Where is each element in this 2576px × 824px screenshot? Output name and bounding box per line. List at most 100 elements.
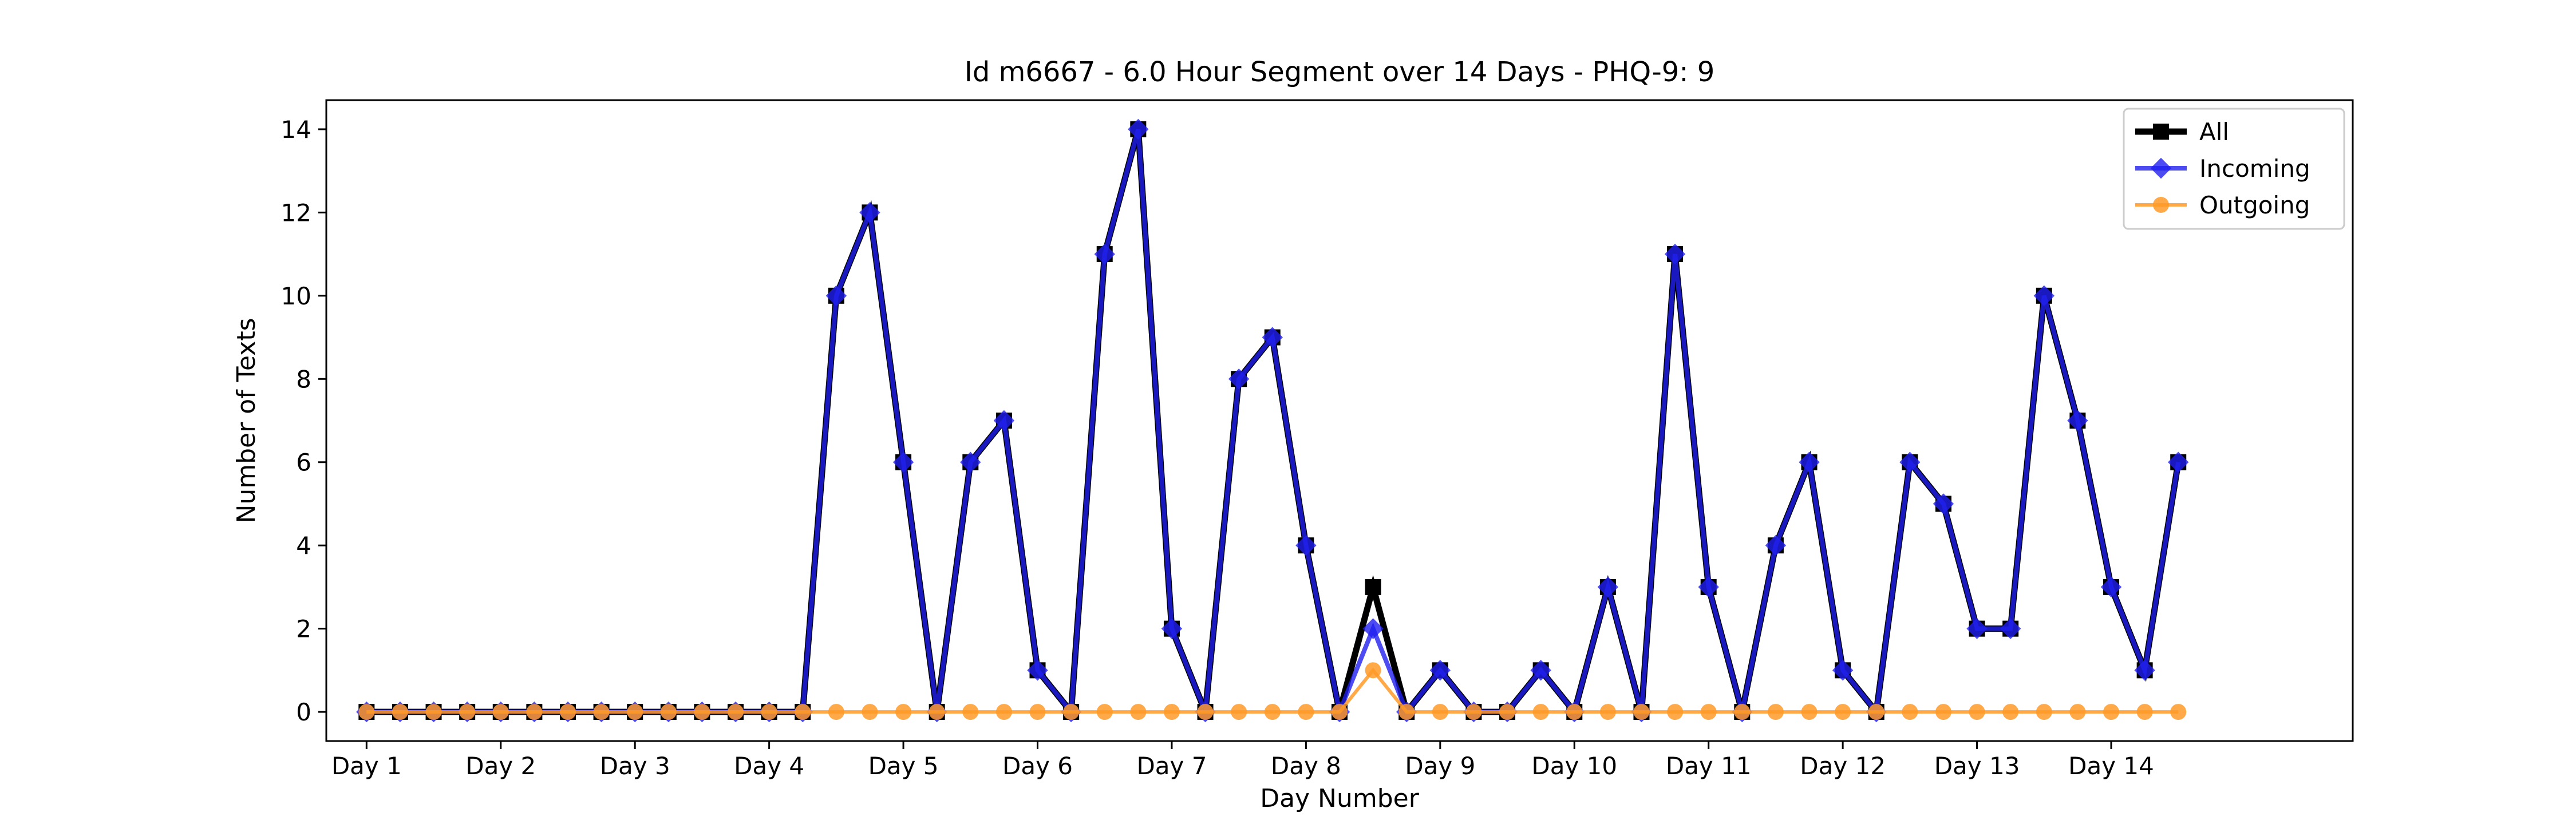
y-tick-label: 14 xyxy=(281,116,311,144)
data-point xyxy=(825,285,847,307)
data-point xyxy=(2170,704,2187,720)
data-point xyxy=(593,704,610,720)
legend-box xyxy=(2123,108,2345,230)
chart-title: Id m6667 - 6.0 Hour Segment over 14 Days… xyxy=(965,56,1715,88)
data-point xyxy=(1365,579,1381,595)
data-point xyxy=(492,704,509,720)
data-point xyxy=(1667,704,1684,720)
x-tick-label: Day 9 xyxy=(1405,752,1475,780)
axis-ticks: Day 1 Day 2 Day 3 Day 4 Day 5 Day 6 Day 7 Day 8… xyxy=(281,116,2154,780)
data-point xyxy=(459,704,476,720)
data-point xyxy=(859,202,880,223)
data-point xyxy=(1063,704,1080,720)
data-point xyxy=(1499,704,1516,720)
data-point xyxy=(929,704,945,720)
data-point xyxy=(1832,660,1854,681)
data-point xyxy=(1362,618,1384,639)
data-point xyxy=(1128,118,1149,140)
legend-entry-incoming: Incoming xyxy=(2135,154,2310,183)
data-point xyxy=(1698,576,1719,598)
data-point xyxy=(1094,243,1115,265)
data-point xyxy=(728,704,744,720)
x-tick-label: Day 12 xyxy=(1800,752,1886,780)
legend-label: All xyxy=(2199,118,2229,146)
data-point xyxy=(694,704,710,720)
data-point xyxy=(1801,704,1818,720)
x-tick-label: Day 11 xyxy=(1666,752,1752,780)
data-point xyxy=(1767,704,1784,720)
data-point xyxy=(2136,704,2153,720)
legend-label: Outgoing xyxy=(2199,191,2310,219)
data-point xyxy=(2002,704,2019,720)
data-point xyxy=(761,704,777,720)
y-tick-label: 4 xyxy=(296,532,311,560)
data-point xyxy=(1765,534,1787,556)
data-point xyxy=(1429,660,1451,681)
data-point xyxy=(1096,704,1113,720)
data-point xyxy=(1597,576,1619,598)
data-point xyxy=(627,704,643,720)
data-point xyxy=(1902,704,1918,720)
data-point xyxy=(358,704,375,720)
data-point xyxy=(2100,576,2122,598)
data-point xyxy=(1398,704,1415,720)
data-point xyxy=(1295,534,1317,556)
data-point xyxy=(995,704,1012,720)
series-line-incoming xyxy=(366,128,2181,720)
data-point xyxy=(828,704,844,720)
data-point xyxy=(1899,451,1921,473)
x-tick-label: Day 6 xyxy=(1002,752,1073,780)
data-point xyxy=(1432,704,1448,720)
data-point xyxy=(1734,704,1751,720)
data-point xyxy=(1969,704,1985,720)
y-tick-label: 12 xyxy=(281,199,311,227)
data-point xyxy=(2134,660,2155,681)
data-point xyxy=(425,704,442,720)
y-tick-label: 0 xyxy=(296,698,311,726)
data-point xyxy=(2067,410,2088,431)
legend-label: Incoming xyxy=(2199,154,2310,183)
data-point xyxy=(392,704,408,720)
y-tick-label: 10 xyxy=(281,282,311,310)
data-point xyxy=(962,704,979,720)
data-point xyxy=(1633,704,1650,720)
series-all xyxy=(358,121,2187,720)
x-tick-label: Day 8 xyxy=(1271,752,1341,780)
x-tick-label: Day 1 xyxy=(331,752,402,780)
data-point xyxy=(960,451,981,473)
data-point xyxy=(1264,704,1281,720)
data-point xyxy=(1868,704,1884,720)
data-point xyxy=(1197,704,1214,720)
x-tick-label: Day 10 xyxy=(1531,752,1617,780)
data-point xyxy=(1532,704,1549,720)
x-tick-label: Day 3 xyxy=(600,752,670,780)
data-point xyxy=(660,704,677,720)
data-point xyxy=(2168,451,2189,473)
data-point xyxy=(1262,327,1283,348)
series-incoming xyxy=(356,118,2189,723)
data-point xyxy=(1465,704,1482,720)
data-point xyxy=(1566,704,1583,720)
x-axis-label: Day Number xyxy=(1260,784,1420,813)
x-tick-label: Day 4 xyxy=(734,752,804,780)
data-point xyxy=(1027,660,1048,681)
legend-marker xyxy=(2153,124,2169,140)
data-point xyxy=(2103,704,2120,720)
data-point xyxy=(2000,618,2021,639)
data-point xyxy=(1029,704,1046,720)
legend-marker xyxy=(2153,197,2169,213)
data-point xyxy=(2036,704,2052,720)
data-point xyxy=(1664,243,1686,265)
data-point xyxy=(1231,704,1247,720)
data-point xyxy=(1835,704,1851,720)
legend-entry-outgoing: Outgoing xyxy=(2135,191,2310,219)
data-point xyxy=(1530,660,1551,681)
data-point xyxy=(795,704,811,720)
data-point xyxy=(1228,369,1250,390)
y-tick-label: 6 xyxy=(296,449,311,477)
data-point xyxy=(993,410,1015,431)
x-tick-label: Day 7 xyxy=(1136,752,1207,780)
data-point xyxy=(892,451,914,473)
data-point xyxy=(1365,662,1381,679)
